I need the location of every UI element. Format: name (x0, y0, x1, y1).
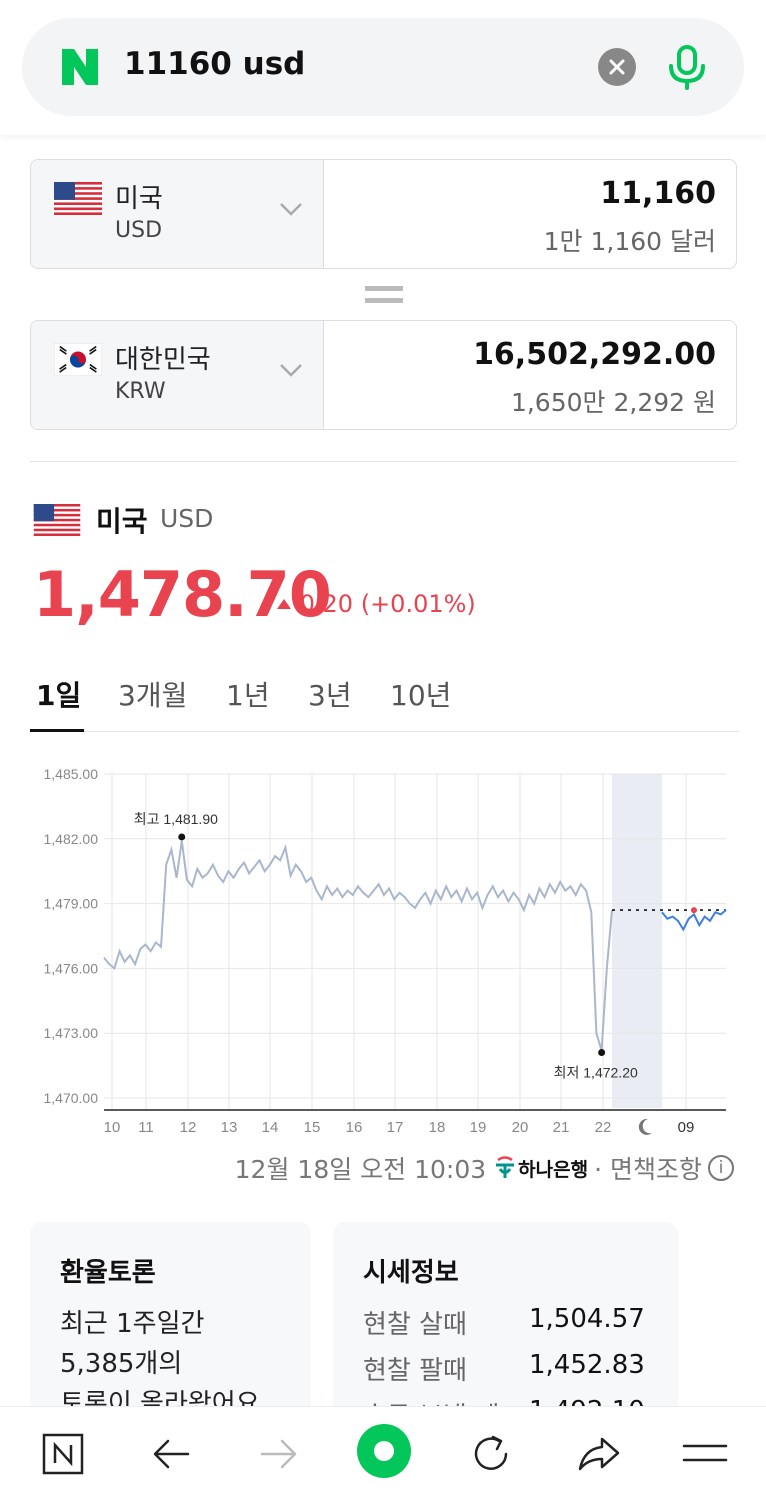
refresh-icon[interactable] (466, 1429, 516, 1479)
menu-icon[interactable] (680, 1429, 730, 1479)
forum-card-line: 5,385개의 (60, 1349, 183, 1379)
converter-to: 대한민국 KRW 16,502,292.00 1,650만 2,292 원 (30, 320, 737, 430)
x-tick-label: 15 (304, 1119, 321, 1136)
from-amount-text: 1만 1,160 달러 (543, 227, 716, 256)
exchange-rate-chart[interactable]: 1,485.00 1,482.00 1,479.00 1,476.00 1,473.00… (0, 750, 766, 1150)
market-info-value: 1,504.57 (529, 1304, 645, 1334)
bottom-navigation (0, 1406, 766, 1500)
to-currency-code: KRW (115, 379, 166, 404)
x-tick-label: 11 (138, 1119, 154, 1136)
rate-country-name: 미국 (96, 505, 148, 538)
x-tick-label: 20 (512, 1119, 529, 1136)
current-marker (691, 907, 697, 914)
green-dot-icon[interactable] (356, 1423, 412, 1479)
series-line-current (661, 909, 727, 932)
from-country-name: 미국 (115, 184, 163, 214)
from-currency-code: USD (115, 218, 163, 243)
update-timestamp: 12월 18일 오전 10:03 (234, 1155, 487, 1184)
tab-3y[interactable]: 3년 (308, 679, 352, 712)
x-tick-label: 21 (553, 1119, 570, 1136)
to-amount-input[interactable]: 16,502,292.00 (473, 337, 716, 372)
chevron-down-icon (280, 364, 302, 377)
x-tick-label: 17 (387, 1119, 404, 1136)
to-amount-text: 1,650만 2,292 원 (510, 388, 716, 417)
rate-change-text: 0.20 (+0.01%) (299, 590, 476, 618)
tab-3m[interactable]: 3개월 (118, 679, 188, 712)
y-tick-label: 1,476.00 (44, 960, 99, 976)
market-info-label: 현찰 살때 (363, 1310, 467, 1340)
tab-10y[interactable]: 10년 (390, 679, 452, 712)
x-tick-label: 14 (262, 1119, 279, 1136)
high-label: 최고 1,481.90 (134, 811, 218, 827)
source-info: 12월 18일 오전 10:03 하나은행 · 면책조항 i (235, 1150, 734, 1186)
active-tab-indicator (30, 729, 84, 732)
from-amount-input[interactable]: 11,160 (600, 176, 716, 211)
y-tick-label: 1,473.00 (44, 1025, 99, 1041)
market-info-value: 1,452.83 (529, 1350, 645, 1380)
disclaimer-link[interactable]: · 면책조항 (594, 1155, 702, 1184)
forum-card-line: 최근 1주일간 (60, 1309, 205, 1339)
low-marker (598, 1048, 606, 1056)
search-bar[interactable]: 11160 usd (22, 18, 744, 116)
x-tick-label: 22 (595, 1119, 612, 1136)
market-info-label: 현찰 팔때 (363, 1356, 467, 1386)
exchange-rate-value: 1,478.70 (33, 558, 332, 631)
high-marker (178, 833, 186, 841)
info-icon[interactable]: i (708, 1155, 734, 1181)
market-card-title: 시세정보 (363, 1258, 459, 1288)
rate-currency-code: USD (160, 504, 214, 533)
y-tick-label: 1,470.00 (44, 1090, 99, 1106)
x-tick-label: 13 (221, 1119, 238, 1136)
search-header: 11160 usd (0, 0, 766, 135)
forum-card[interactable]: 환율토론 최근 1주일간 5,385개의 토론이 올라왔어요 (30, 1222, 311, 1432)
bank-name: 하나은행 (518, 1158, 589, 1181)
market-info-card[interactable]: 시세정보 현찰 살때 1,504.57 현찰 팔때 1,452.83 송금 보낼… (333, 1222, 678, 1432)
period-tabs: 1일 3개월 1년 3년 10년 (30, 672, 739, 732)
naver-home-icon[interactable] (38, 1429, 88, 1479)
rate-change: 0.20 (+0.01%) (276, 590, 476, 618)
currency-select-from[interactable]: 미국 USD (31, 160, 324, 268)
tab-1y[interactable]: 1년 (226, 679, 270, 712)
to-country-name: 대한민국 (115, 345, 211, 375)
x-tick-label: 19 (470, 1119, 487, 1136)
series-line-past (103, 840, 613, 1051)
hana-bank-icon (496, 1156, 515, 1178)
equals-icon (365, 286, 403, 303)
triangle-up-icon (277, 599, 291, 609)
hana-bank-logo: 하나은행 (492, 1155, 588, 1182)
chevron-down-icon (280, 203, 302, 216)
naver-logo-icon[interactable] (60, 47, 100, 87)
low-label: 최저 1,472.20 (554, 1064, 638, 1080)
x-tick-label: 09 (678, 1119, 695, 1136)
tab-1d[interactable]: 1일 (36, 679, 82, 712)
forward-arrow-icon[interactable] (254, 1429, 304, 1479)
kr-flag-icon (54, 343, 102, 376)
converter-from: 미국 USD 11,160 1만 1,160 달러 (30, 159, 737, 269)
currency-select-to[interactable]: 대한민국 KRW (31, 321, 324, 429)
mic-icon[interactable] (662, 42, 712, 92)
back-arrow-icon[interactable] (146, 1429, 196, 1479)
y-tick-label: 1,485.00 (44, 766, 99, 782)
us-flag-icon (33, 504, 81, 536)
x-tick-label: 12 (180, 1119, 197, 1136)
x-tick-label: 10 (104, 1119, 121, 1136)
x-tick-label: 16 (346, 1119, 363, 1136)
moon-icon (638, 1118, 652, 1135)
share-icon[interactable] (574, 1429, 624, 1479)
us-flag-icon (54, 182, 102, 215)
x-tick-label: 18 (429, 1119, 446, 1136)
search-input[interactable]: 11160 usd (124, 46, 306, 82)
y-tick-label: 1,479.00 (44, 896, 99, 912)
forum-card-title: 환율토론 (60, 1258, 156, 1288)
close-icon (609, 59, 625, 75)
clear-search-button[interactable] (598, 48, 636, 86)
night-shade-region (612, 774, 662, 1108)
section-divider (30, 461, 737, 462)
y-tick-label: 1,482.00 (44, 831, 99, 847)
